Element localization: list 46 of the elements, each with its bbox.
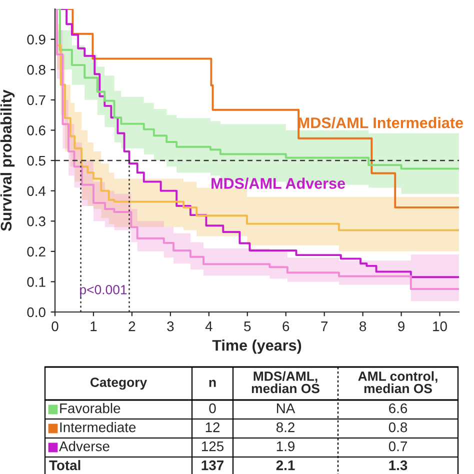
text: 0.7 <box>388 441 407 452</box>
text: MDS/AML, median OS <box>252 371 320 394</box>
x-tick-label: 6 <box>282 321 290 332</box>
y-tick-label: 0.1 <box>27 277 46 287</box>
x-tick-label: 3 <box>167 321 174 332</box>
x-tick-label: 7 <box>321 322 328 332</box>
text: 1.9 <box>276 441 294 452</box>
y-axis-title: Survival probability <box>0 90 15 231</box>
text: 0.8 <box>388 422 408 432</box>
series-label: MDS/AML Adverse <box>212 178 346 189</box>
text: 125 <box>202 441 224 452</box>
x-axis-title: Time (years) <box>212 340 302 354</box>
text: 1.3 <box>389 460 408 470</box>
text: 8.2 <box>276 422 294 432</box>
x-tick-label: 5 <box>244 322 251 332</box>
y-tick-label: 0.0 <box>27 307 46 318</box>
text: 12 <box>206 422 220 432</box>
text: 2.1 <box>276 460 295 470</box>
text: Intermediate <box>60 422 136 432</box>
y-tick-label: 0.2 <box>27 246 46 257</box>
annotation: p<0.001 <box>80 284 127 297</box>
text: 0 <box>209 403 216 414</box>
y-tick-label: 0.8 <box>27 64 46 75</box>
text: NA <box>276 404 296 414</box>
y-tick-label: 0.4 <box>27 186 46 196</box>
y-tick-label: 0.5 <box>27 156 46 166</box>
x-tick-label: 9 <box>398 321 404 332</box>
text: AML control, median OS <box>358 371 438 394</box>
x-tick-label: 10 <box>433 321 447 332</box>
text: n <box>209 380 216 387</box>
y-tick-label: 0.3 <box>27 216 46 226</box>
x-tick-label: 0 <box>52 321 58 332</box>
text: 6.6 <box>389 403 408 414</box>
text: 137 <box>202 460 224 470</box>
y-tick-label: 0.7 <box>27 95 46 106</box>
x-tick-label: 8 <box>360 321 366 332</box>
x-tick-label: 2 <box>128 321 136 332</box>
x-tick-label: 4 <box>205 322 212 332</box>
x-tick-label: 1 <box>90 322 97 332</box>
series-label: MDS/AML Intermediate <box>298 117 463 128</box>
y-tick-label: 0.6 <box>27 126 46 136</box>
text: Total <box>49 460 80 470</box>
text: Category <box>90 378 148 390</box>
text: Favorable <box>60 403 120 414</box>
text: Adverse <box>59 441 110 452</box>
y-tick-label: 0.9 <box>27 34 46 44</box>
